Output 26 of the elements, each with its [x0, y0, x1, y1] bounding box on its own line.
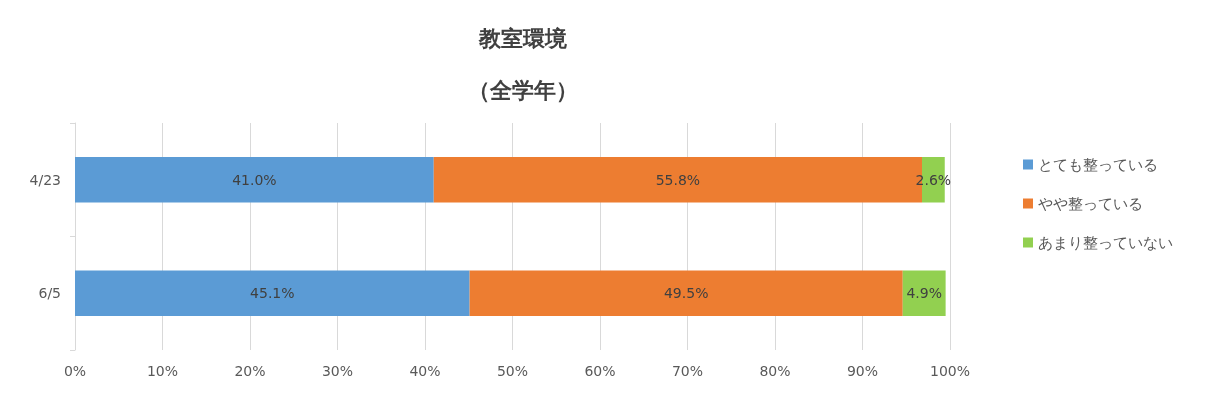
data-label: 4.9%: [906, 285, 942, 302]
x-tick-label: 80%: [759, 363, 791, 379]
legend-label: とても整っている: [1038, 155, 1158, 174]
data-label: 49.5%: [663, 285, 709, 302]
x-tick-label: 10%: [146, 363, 179, 379]
x-tick-label: 90%: [846, 363, 879, 379]
bar: [469, 270, 903, 316]
x-tick-label: 30%: [321, 363, 354, 379]
chart-title: 教室環境: [478, 25, 567, 51]
data-label: 45.1%: [250, 285, 295, 302]
chart-subtitle: （全学年）: [468, 77, 578, 103]
x-tick-label: 50%: [496, 363, 529, 379]
x-tick-label: 100%: [929, 363, 971, 379]
data-label: 55.8%: [655, 171, 701, 188]
x-tick-label: 40%: [409, 363, 441, 379]
y-tick-label: 4/23: [29, 171, 61, 188]
x-tick-label: 70%: [671, 363, 704, 379]
bar: [75, 270, 470, 316]
y-tick-label: 6/5: [38, 285, 61, 302]
x-tick-label: 0%: [63, 363, 87, 379]
x-tick-label: 20%: [234, 363, 266, 379]
legend-label: あまり整っていない: [1038, 233, 1173, 252]
bar: [75, 157, 434, 203]
legend-label: やや整っている: [1038, 194, 1143, 213]
x-tick-label: 60%: [584, 363, 616, 379]
data-label: 41.0%: [232, 171, 277, 188]
